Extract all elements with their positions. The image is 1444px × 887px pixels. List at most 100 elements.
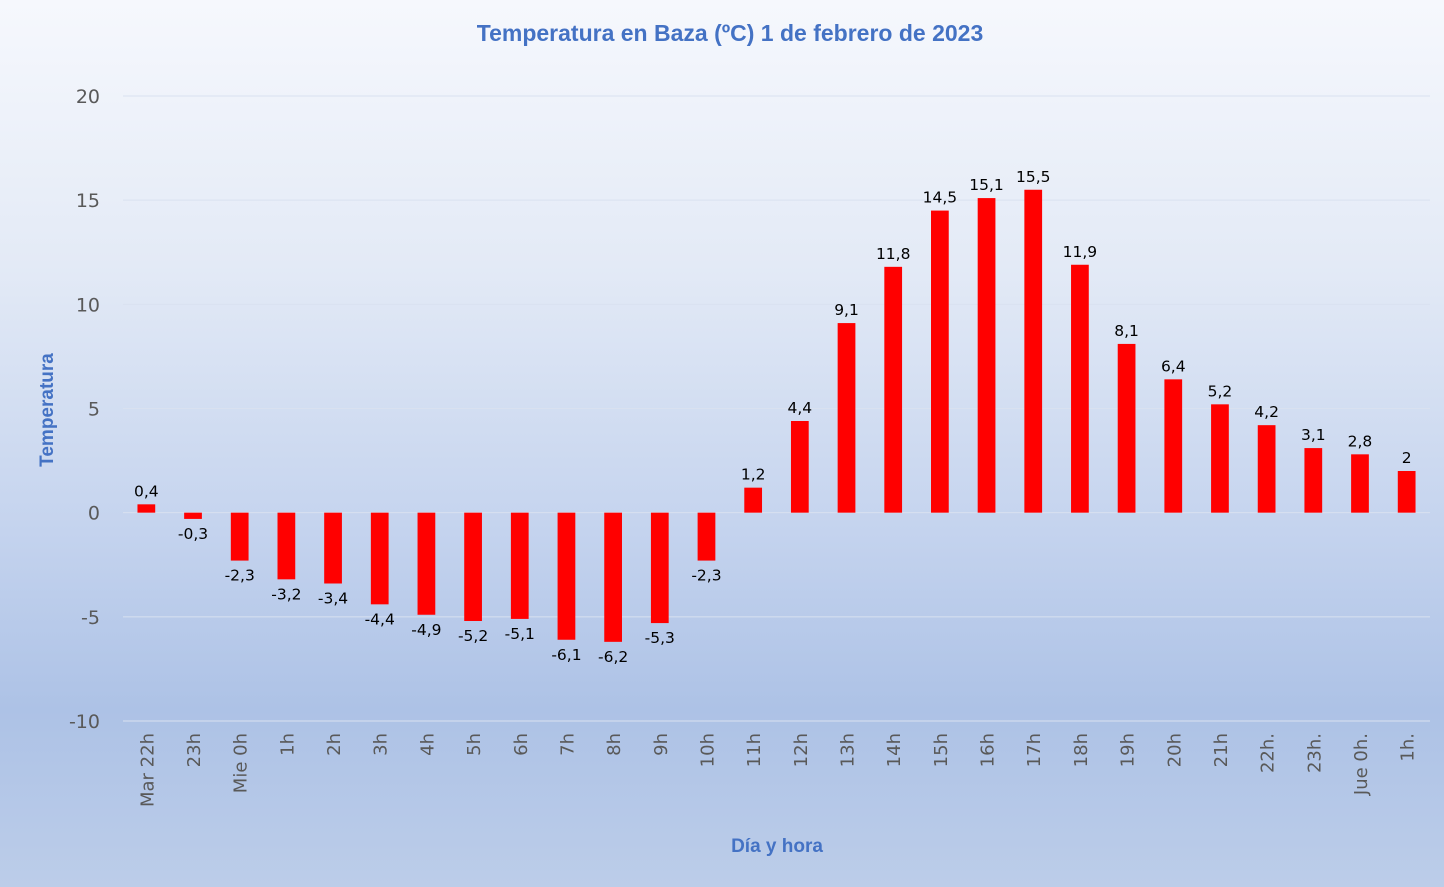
gridlines bbox=[123, 95, 1430, 722]
x-tick-label: 9h bbox=[651, 733, 672, 756]
data-label: 1,2 bbox=[741, 466, 766, 484]
x-tick-label: Jue 0h. bbox=[1351, 733, 1372, 796]
x-axis-title: Día y hora bbox=[731, 836, 823, 857]
x-tick-label: 14h bbox=[884, 733, 905, 767]
x-tick-label: 12h bbox=[791, 733, 812, 767]
data-label: 4,2 bbox=[1254, 403, 1279, 421]
bar bbox=[1071, 264, 1089, 513]
y-tick-label: -5 bbox=[81, 607, 100, 629]
data-label: 11,8 bbox=[876, 245, 911, 263]
bar bbox=[1211, 404, 1229, 513]
x-axis-ticks: Mar 22h 23h Mie 0h 1h 2h 3h 4h 5h 6h 7h 8h 9h 10h 11h… bbox=[137, 733, 1418, 807]
bar bbox=[1304, 448, 1323, 513]
x-tick-label: 8h bbox=[604, 733, 625, 756]
data-label: -6,2 bbox=[598, 648, 628, 666]
data-label: -4,4 bbox=[365, 610, 395, 628]
y-axis-title: Temperatura bbox=[37, 353, 58, 467]
bar bbox=[370, 512, 389, 605]
data-label: 2,8 bbox=[1348, 432, 1373, 450]
data-label: 6,4 bbox=[1161, 357, 1186, 375]
x-tick-label: 15h bbox=[931, 733, 952, 767]
data-label: -2,3 bbox=[225, 567, 255, 585]
data-label: 15,5 bbox=[1016, 168, 1051, 186]
data-label: 4,4 bbox=[788, 399, 813, 417]
x-tick-label: 13h bbox=[838, 733, 859, 767]
data-label: -5,2 bbox=[458, 627, 488, 645]
x-tick-label: 22h. bbox=[1258, 733, 1279, 773]
data-label: -5,1 bbox=[505, 625, 535, 643]
bar bbox=[790, 421, 809, 513]
bar bbox=[1024, 189, 1043, 513]
data-label: -4,9 bbox=[411, 621, 441, 639]
chart-title: Temperatura en Baza (ºC) 1 de febrero de… bbox=[477, 20, 983, 46]
x-tick-label: 21h bbox=[1211, 733, 1232, 767]
y-axis-ticks: 20 15 10 5 0 -5 -10 bbox=[69, 86, 100, 733]
bar bbox=[697, 512, 716, 561]
y-tick-label: 20 bbox=[76, 86, 100, 108]
x-tick-label: 2h bbox=[324, 733, 345, 756]
x-tick-label: 1h bbox=[277, 733, 298, 756]
x-tick-label: 23h. bbox=[1304, 733, 1325, 773]
data-label: 2 bbox=[1402, 449, 1412, 467]
x-tick-label: 20h bbox=[1164, 733, 1185, 767]
x-tick-label: 7h bbox=[557, 733, 578, 756]
x-tick-label: Mar 22h bbox=[137, 733, 158, 807]
y-tick-label: 5 bbox=[88, 399, 100, 421]
x-tick-label: 3h bbox=[371, 733, 392, 756]
data-label: 9,1 bbox=[834, 301, 859, 319]
bar bbox=[510, 512, 529, 619]
bar bbox=[230, 512, 249, 561]
bar bbox=[1351, 454, 1369, 513]
x-tick-label: 6h bbox=[511, 733, 532, 756]
data-label: -6,1 bbox=[551, 646, 581, 664]
bar bbox=[184, 512, 202, 519]
x-tick-label: 5h bbox=[464, 733, 485, 756]
data-label: -5,3 bbox=[645, 629, 675, 647]
bar bbox=[977, 198, 996, 513]
bar bbox=[1397, 471, 1416, 513]
bar bbox=[1117, 343, 1136, 513]
bar bbox=[931, 210, 949, 513]
data-label: 14,5 bbox=[923, 189, 958, 207]
x-tick-label: 4h bbox=[417, 733, 438, 756]
bars bbox=[137, 189, 1416, 642]
bar bbox=[604, 512, 622, 642]
bar bbox=[277, 512, 296, 580]
bar bbox=[137, 504, 156, 513]
data-label: -3,4 bbox=[318, 590, 348, 608]
y-tick-label: 10 bbox=[76, 294, 100, 316]
bar bbox=[417, 512, 436, 615]
bar bbox=[650, 512, 669, 624]
data-label: -0,3 bbox=[178, 525, 208, 543]
x-tick-label: 19h bbox=[1118, 733, 1139, 767]
data-label: 0,4 bbox=[134, 482, 159, 500]
data-label: 3,1 bbox=[1301, 426, 1326, 444]
y-tick-label: 0 bbox=[88, 503, 100, 525]
bar bbox=[324, 512, 342, 584]
y-tick-label: 15 bbox=[76, 190, 100, 212]
x-tick-label: Mie 0h bbox=[231, 733, 252, 793]
data-label: 15,1 bbox=[969, 176, 1004, 194]
data-label: -3,2 bbox=[271, 585, 301, 603]
bar bbox=[464, 512, 482, 621]
bar bbox=[744, 487, 763, 513]
bar bbox=[1164, 379, 1183, 513]
bar bbox=[557, 512, 576, 640]
x-tick-label: 17h bbox=[1024, 733, 1045, 767]
bar bbox=[837, 323, 856, 513]
x-tick-label: 1h. bbox=[1398, 733, 1419, 762]
x-tick-label: 10h bbox=[697, 733, 718, 767]
x-tick-label: 11h bbox=[744, 733, 765, 767]
data-label: 11,9 bbox=[1063, 243, 1098, 261]
data-label: 8,1 bbox=[1114, 322, 1139, 340]
data-label: -2,3 bbox=[691, 567, 721, 585]
data-label: 5,2 bbox=[1208, 382, 1233, 400]
x-tick-label: 23h bbox=[184, 733, 205, 767]
bar bbox=[1257, 425, 1276, 513]
bar bbox=[884, 266, 903, 513]
y-tick-label: -10 bbox=[69, 711, 100, 733]
x-tick-label: 16h bbox=[978, 733, 999, 767]
x-tick-label: 18h bbox=[1071, 733, 1092, 767]
